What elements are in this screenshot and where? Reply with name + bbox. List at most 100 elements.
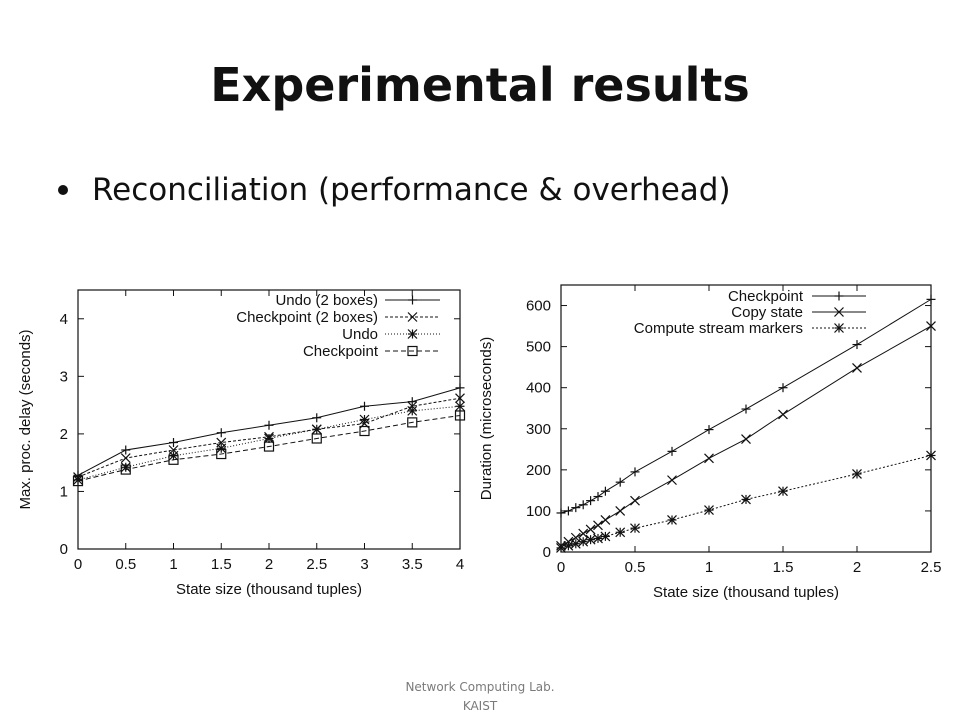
data-point-s2 [578,528,589,539]
y-tick-label: 400 [526,380,551,397]
data-point-s4-box [263,441,275,452]
data-point-s1 [121,445,131,455]
data-point-s3-d2 [600,531,611,542]
data-point-s2-d2 [852,363,862,373]
data-point-s3 [593,533,603,544]
data-point-s2 [778,409,788,420]
x-tick-label: 2.5 [306,556,327,573]
x-tick-label: 0 [557,559,565,576]
data-point-s3-d2 [630,523,640,534]
x-tick-label: 3.5 [402,556,423,573]
data-point-s3-d2 [615,527,626,538]
y-tick-label: 200 [526,462,551,479]
data-point-s1 [571,503,581,513]
x-tick-label: 0 [74,556,82,573]
data-point-s1 [312,413,322,423]
data-point-s3 [852,469,862,479]
data-point-s1 [593,492,603,502]
data-point-s1 [586,496,596,506]
data-point-s1 [455,383,465,393]
legend-marker-3 [407,329,418,339]
legend-marker-3 [834,323,844,333]
data-point-s3-d2 [578,536,589,547]
data-point-s2 [120,453,131,463]
data-point-s1 [667,446,677,456]
footer: Network Computing Lab. KAIST [0,678,960,716]
data-point-s3-d2 [667,515,677,525]
data-point-s3-d2 [741,494,751,505]
y-tick-label: 1 [60,483,68,500]
data-point-s1 [556,508,566,518]
legend-label-4: Checkpoint [303,343,379,360]
legend-marker-2 [407,312,418,322]
legend-label-2: Checkpoint (2 boxes) [236,309,378,326]
data-point-s4-box [454,410,466,421]
data-point-s3-d2 [455,401,465,412]
x-axis-label: State size (thousand tuples) [653,584,839,601]
data-point-s3 [407,405,418,416]
data-point-s2 [852,363,862,373]
data-point-s2-d2 [120,453,131,463]
data-point-s2 [585,524,596,535]
data-point-s3-d2 [120,462,131,473]
y-tick-label: 500 [526,339,551,356]
chart-right: 0 0.5 1 1.5 2 2.5 0 100 200 300 400 500 600 State siz… [478,284,941,601]
data-point-s1 [578,500,588,510]
data-point-s2 [455,393,465,404]
data-point-s1 [600,486,610,496]
x-tick-label: 1.5 [773,559,794,576]
data-point-s2-d2 [455,393,465,404]
data-point-s4 [407,417,418,428]
data-point-s2-d2 [704,453,714,464]
data-point-s3 [563,540,574,551]
data-point-s1 [169,438,178,448]
data-point-s4 [311,433,322,444]
data-point-s2 [615,505,626,516]
data-point-s1 [264,420,274,430]
x-tick-label: 1.5 [211,556,232,573]
data-point-s2-d2 [615,505,626,516]
data-point-s3 [120,462,131,473]
data-point-s3 [630,523,640,534]
data-point-s3-d2 [359,414,370,425]
data-point-s1 [407,397,417,407]
data-point-s3 [359,414,370,425]
data-point-s2 [593,520,603,531]
legend-label-3: Compute stream markers [634,320,803,337]
data-point-s3-d2 [704,505,714,516]
legend-marker-2 [834,307,844,317]
data-point-s3 [600,531,611,542]
bullet-dot-icon [58,185,68,195]
data-point-s4 [168,454,179,465]
data-point-s2 [600,515,611,525]
data-point-s2 [926,321,936,332]
data-point-s4-box [407,417,418,428]
data-point-s3 [615,527,626,538]
data-point-s3 [570,538,581,549]
data-point-s3 [578,536,589,547]
legend-marker-2-d2 [407,312,418,322]
data-point-s2-d2 [585,524,596,535]
data-point-s2-d2 [593,520,603,531]
data-point-s4 [454,410,466,421]
data-point-s3-d2 [407,405,418,416]
x-tick-label: 3 [360,556,368,573]
data-point-s2-d2 [630,495,640,506]
data-point-s3 [216,443,227,454]
x-tick-label: 2 [853,559,861,576]
data-point-s2 [741,434,751,444]
legend-marker-3-d2 [407,329,418,339]
data-point-s2 [704,453,714,464]
data-point-s4-box [120,464,131,475]
bullet-text: Reconciliation (performance & overhead) [92,172,731,208]
chart-left: 0 0.5 1 1.5 2 2.5 3 3.5 4 0 1 2 3 4 State size (thousa… [17,289,466,598]
data-point-s2-d2 [741,434,751,444]
y-axis-label: Max. proc. delay (seconds) [17,329,34,509]
data-point-s1 [615,477,625,487]
x-tick-label: 1 [169,556,177,573]
legend-label-1: Undo (2 boxes) [275,292,378,309]
data-point-s2-d2 [600,515,611,525]
data-point-s3-d2 [216,443,227,454]
x-axis-label: State size (thousand tuples) [176,581,362,598]
y-tick-label: 0 [543,544,551,561]
